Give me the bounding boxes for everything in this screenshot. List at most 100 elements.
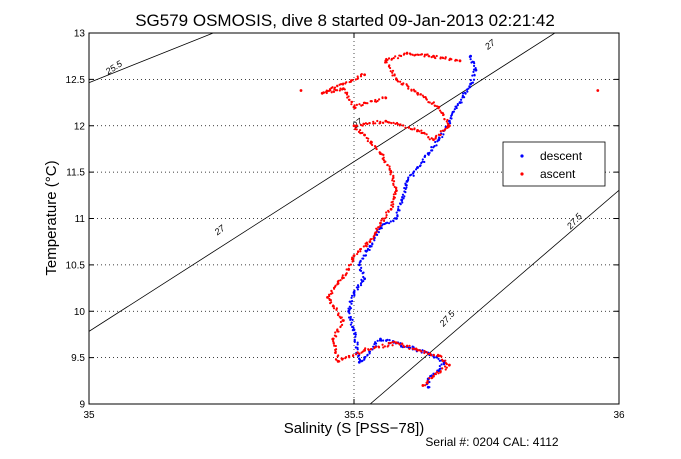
ascent-point: [430, 102, 433, 105]
ascent-point: [391, 71, 394, 74]
ascent-point: [344, 91, 347, 94]
ascent-point: [384, 119, 388, 123]
descent-point: [410, 173, 413, 176]
ascent-point: [433, 372, 437, 376]
descent-point: [441, 135, 444, 139]
ascent-point: [402, 344, 405, 347]
ascent-point: [424, 96, 427, 99]
ascent-point: [444, 56, 447, 59]
descent-point: [398, 202, 402, 205]
ascent-point: [390, 204, 393, 207]
descent-point: [403, 186, 406, 190]
descent-point: [358, 357, 361, 360]
descent-point: [373, 343, 376, 346]
descent-point: [357, 263, 361, 267]
descent-point: [353, 338, 356, 341]
ascent-point: [341, 319, 344, 322]
descent-point: [434, 140, 437, 144]
descent-point: [397, 205, 400, 208]
descent-point: [351, 325, 354, 329]
descent-point: [472, 68, 476, 71]
ascent-point: [445, 366, 448, 369]
ascent-point: [390, 122, 393, 125]
descent-point: [472, 78, 476, 81]
ascent-point: [440, 111, 443, 114]
descent-point: [460, 101, 463, 104]
ascent-point: [372, 237, 375, 240]
descent-point: [354, 346, 358, 349]
descent-point: [474, 68, 478, 72]
descent-point: [471, 81, 475, 84]
descent-point: [463, 96, 466, 99]
descent-point: [356, 284, 360, 287]
descent-point: [354, 331, 357, 334]
descent-point: [404, 191, 407, 194]
ascent-point: [359, 250, 362, 253]
descent-point: [469, 58, 472, 61]
ascent-point: [387, 209, 390, 212]
ascent-point: [396, 57, 400, 60]
ascent-point: [352, 354, 355, 357]
descent-point: [401, 195, 404, 199]
descent-point: [389, 220, 392, 223]
ascent-point: [391, 341, 394, 344]
ascent-point: [385, 213, 388, 217]
ascent-point: [405, 83, 408, 86]
descent-point: [468, 85, 471, 88]
ascent-point: [333, 344, 336, 347]
descent-point: [377, 231, 380, 234]
ascent-point: [418, 130, 421, 133]
legend-box: [502, 141, 606, 187]
descent-point: [423, 154, 427, 157]
descent-point: [472, 64, 476, 67]
descent-point: [395, 211, 398, 214]
ascent-point: [389, 207, 393, 211]
ascent-point: [377, 226, 381, 229]
ascent-point: [362, 101, 366, 104]
descent-point: [403, 195, 406, 198]
ascent-point: [435, 370, 439, 374]
descent-point: [359, 359, 362, 362]
ascent-point: [332, 307, 336, 310]
ascent-point: [384, 96, 387, 99]
ascent-point: [353, 254, 356, 257]
descent-point: [453, 108, 456, 111]
ascent-point: [337, 354, 340, 357]
descent-point: [347, 316, 351, 319]
descent-point: [412, 172, 415, 175]
ascent-point: [385, 211, 388, 214]
ascent-point: [383, 217, 386, 220]
ascent-point: [426, 380, 429, 383]
descent-point: [474, 66, 477, 70]
ascent-point: [365, 136, 368, 140]
y-tick-label: 10: [74, 307, 86, 318]
descent-point: [350, 296, 353, 299]
descent-point: [461, 92, 465, 95]
ascent-point: [443, 365, 447, 368]
descent-point: [469, 78, 472, 82]
descent-point: [356, 343, 359, 346]
ascent-point: [340, 323, 344, 326]
descent-point: [438, 137, 441, 140]
descent-point: [348, 312, 351, 315]
ascent-point: [368, 121, 371, 125]
ascent-point: [334, 358, 338, 361]
ascent-point: [386, 345, 389, 348]
descent-point: [461, 94, 464, 97]
ascent-point: [347, 267, 350, 270]
ascent-point: [369, 237, 373, 241]
descent-point: [371, 242, 374, 245]
descent-point: [368, 352, 371, 355]
ascent-point: [434, 56, 437, 60]
ascent-point: [387, 341, 390, 345]
ascent-point: [369, 100, 372, 103]
ascent-point: [374, 98, 377, 102]
ascent-point: [435, 105, 439, 108]
ascent-point: [355, 103, 358, 106]
ascent-point: [441, 129, 444, 132]
ascent-point: [342, 276, 345, 279]
ascent-point: [347, 354, 350, 358]
ascent-point: [354, 353, 358, 356]
ascent-point: [366, 139, 369, 143]
ascent-point: [417, 53, 420, 57]
